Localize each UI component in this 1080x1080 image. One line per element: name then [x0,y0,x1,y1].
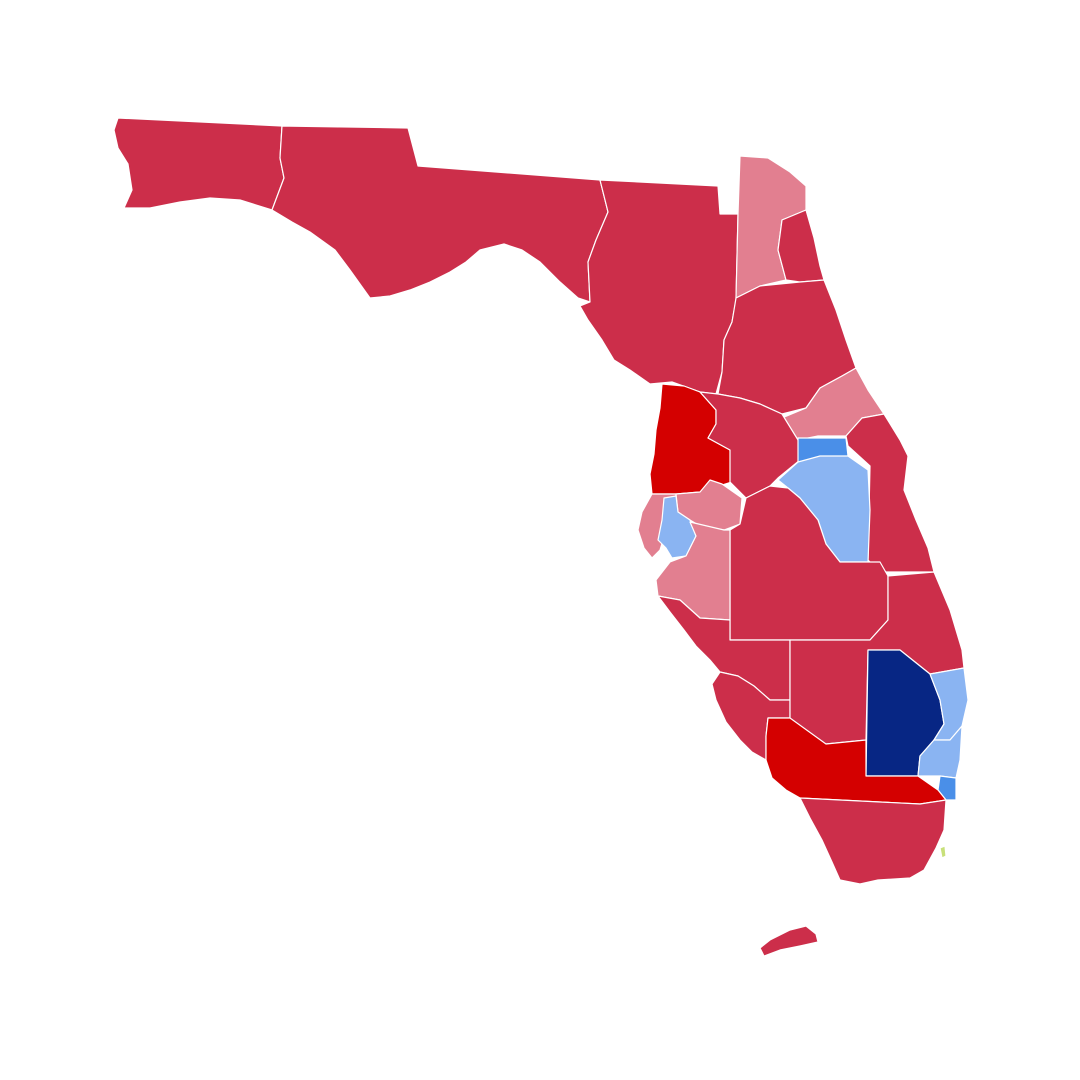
region-collier-hendry[interactable] [765,717,947,805]
region-west-panhandle[interactable] [113,117,285,211]
region-lake-sumter[interactable] [699,391,801,499]
region-broward-south[interactable] [937,775,957,801]
region-miami-dade-south[interactable] [799,797,947,885]
region-keys[interactable] [759,925,819,957]
region-miami-islet[interactable] [939,845,947,859]
